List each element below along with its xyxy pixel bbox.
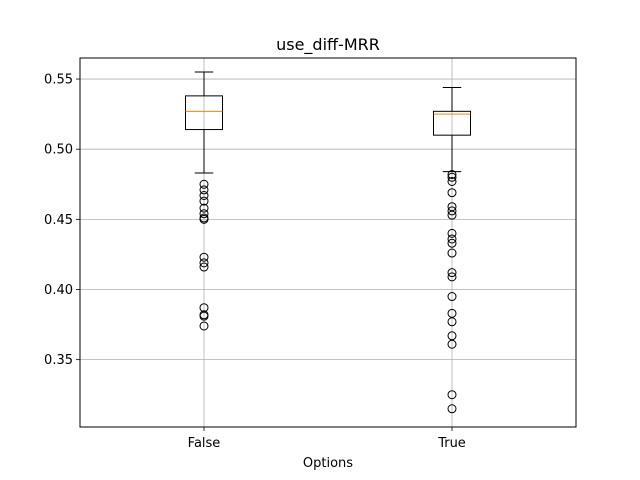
outlier-point <box>447 404 457 414</box>
x-axis-label: Options <box>303 456 353 471</box>
x-tick-label: False <box>188 436 221 451</box>
outlier-point <box>199 252 209 262</box>
outlier-point <box>447 210 457 220</box>
y-axis-ticks: 0.35 0.40 0.45 0.50 0.55 <box>44 73 80 368</box>
outlier-point <box>447 390 457 400</box>
outlier-point <box>447 272 457 282</box>
y-tick-label: 0.55 <box>44 73 73 88</box>
outlier-point <box>199 179 209 189</box>
grid-lines <box>80 58 576 427</box>
outlier-point <box>447 317 457 327</box>
y-tick-label: 0.40 <box>44 283 73 298</box>
outlier-point <box>447 268 457 278</box>
outlier-point <box>199 258 209 268</box>
outlier-point <box>447 188 457 198</box>
iqr-box <box>433 110 471 136</box>
boxes <box>185 71 471 414</box>
outlier-point <box>447 206 457 216</box>
box-false <box>185 71 223 331</box>
outlier-point <box>199 214 209 224</box>
outlier-point <box>447 228 457 238</box>
outlier-point <box>447 169 457 179</box>
outlier-point <box>447 176 457 186</box>
y-tick-label: 0.45 <box>44 213 73 228</box>
outlier-point <box>447 172 457 182</box>
iqr-box <box>185 95 223 131</box>
outlier-point <box>447 234 457 244</box>
y-tick-label: 0.35 <box>44 353 73 368</box>
outlier-point <box>447 248 457 258</box>
box-true <box>433 86 471 414</box>
outlier-point <box>447 339 457 349</box>
outlier-point <box>447 292 457 302</box>
x-tick-label: True <box>437 436 466 451</box>
outlier-point <box>199 190 209 200</box>
x-axis-ticks: False True <box>188 427 466 451</box>
outlier-point <box>199 203 209 213</box>
outlier-point <box>199 262 209 272</box>
outlier-point <box>199 311 209 321</box>
y-tick-label: 0.50 <box>44 143 73 158</box>
outlier-point <box>199 196 209 206</box>
outlier-point <box>199 209 209 219</box>
plot-frame <box>79 57 577 428</box>
outlier-point <box>199 321 209 331</box>
chart-title: use_diff-MRR <box>276 35 380 55</box>
outlier-point <box>199 185 209 195</box>
outlier-point <box>447 238 457 248</box>
